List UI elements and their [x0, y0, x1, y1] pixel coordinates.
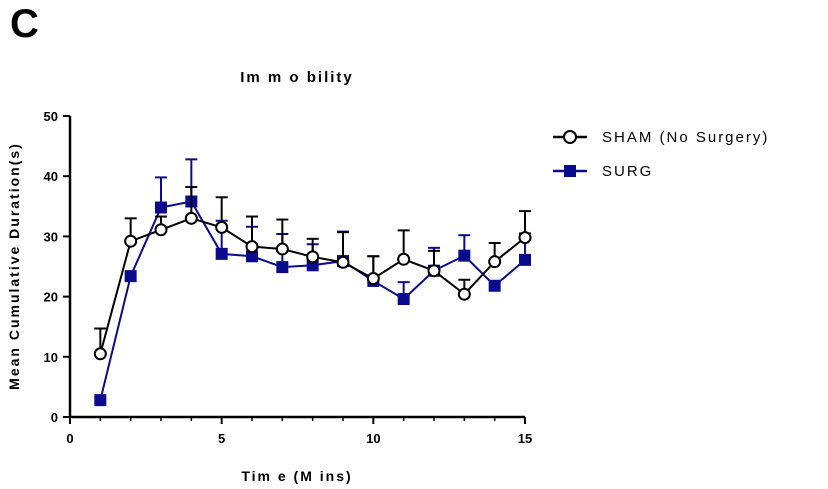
data-point	[488, 255, 502, 269]
y-tick-label: 20	[44, 290, 58, 305]
data-point	[519, 253, 531, 266]
data-point	[124, 270, 137, 283]
data-point	[124, 234, 138, 248]
data-point	[93, 347, 107, 361]
legend-marker	[563, 130, 577, 144]
data-point	[366, 272, 380, 286]
legend-label: SHAM (No Surgery)	[602, 129, 769, 146]
data-point	[518, 231, 532, 245]
data-point	[94, 394, 107, 407]
data-point	[306, 250, 320, 264]
data-point	[427, 264, 441, 278]
y-tick-label: 10	[44, 350, 58, 365]
data-point	[397, 252, 411, 266]
legend-label: SURG	[602, 163, 653, 180]
data-point	[275, 242, 289, 256]
x-tick-label: 15	[518, 431, 532, 446]
y-tick-label: 0	[51, 410, 58, 425]
y-axis-title: Mean Cumulative Duration(s)	[6, 142, 22, 390]
data-point	[458, 249, 471, 262]
series-layer	[93, 158, 532, 407]
x-tick-label: 10	[366, 431, 380, 446]
data-point	[184, 211, 198, 225]
data-point	[245, 240, 259, 254]
data-point	[336, 255, 350, 269]
x-tick-label: 0	[66, 431, 73, 446]
legend: SHAM (No Surgery) SURG	[553, 129, 769, 180]
legend-item-sham: SHAM (No Surgery)	[553, 129, 769, 146]
series-sham	[93, 186, 532, 361]
data-point	[215, 247, 228, 260]
data-point	[155, 201, 167, 214]
legend-marker	[564, 165, 576, 177]
data-point	[457, 287, 471, 301]
x-axis-title: Tim e (M ins)	[241, 468, 352, 484]
data-point	[215, 220, 229, 234]
panel-label: C	[10, 2, 39, 46]
axes: 0 5 10 15 0 10 20 30 40 50	[44, 109, 533, 446]
y-tick-label: 40	[44, 169, 58, 184]
data-point	[397, 293, 410, 306]
y-tick-label: 50	[44, 109, 58, 124]
series-surg	[94, 158, 531, 407]
legend-item-surg: SURG	[553, 163, 653, 180]
y-tick-label: 30	[44, 229, 58, 244]
data-point	[154, 223, 168, 237]
data-point	[246, 250, 258, 263]
data-point	[488, 279, 501, 292]
x-tick-label: 5	[218, 431, 225, 446]
chart-title: Im m o bility	[240, 69, 354, 86]
data-point	[276, 261, 289, 274]
